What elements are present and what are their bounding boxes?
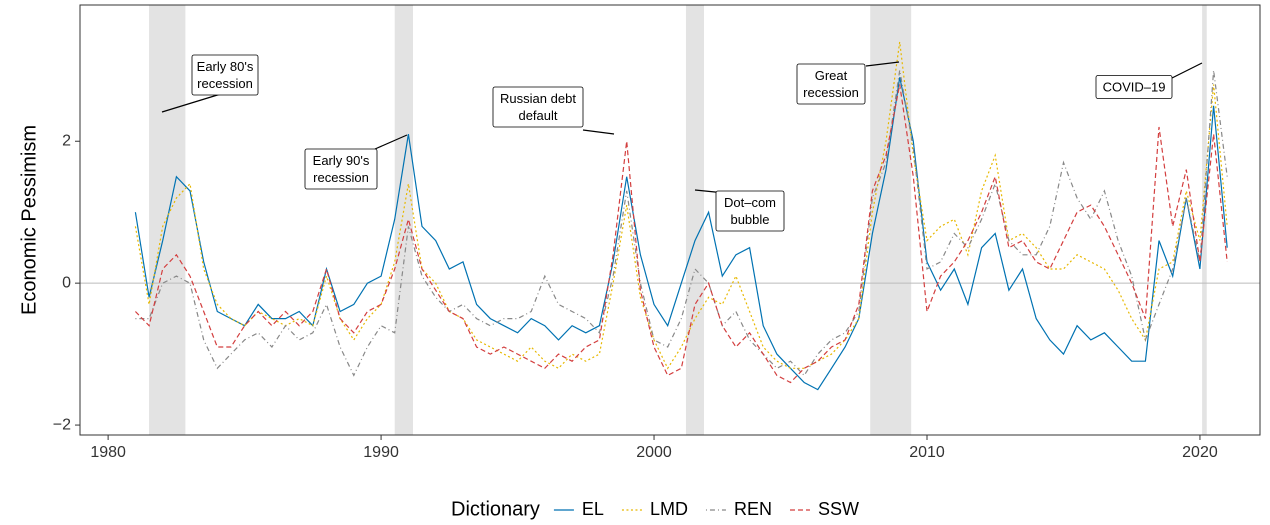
- annotation-text: Dot–com: [724, 195, 776, 210]
- annotation-box: [796, 63, 866, 105]
- series-line: [134, 84, 1228, 384]
- annotation-leader: [374, 134, 408, 150]
- recession-band: [870, 5, 912, 435]
- annotation-text: COVID–19: [1103, 79, 1166, 94]
- annotation: Early 80's recession: [161, 54, 259, 113]
- annotation-text: Early 80's: [197, 59, 254, 74]
- annotation-leader: [161, 92, 225, 113]
- y-tick-label: 2: [62, 132, 71, 149]
- annotation-leader: [1171, 62, 1203, 79]
- annotation-box: [1095, 75, 1173, 99]
- legend-label: LMD: [650, 499, 688, 519]
- y-tick-label: 0: [62, 274, 71, 291]
- series-line: [134, 77, 1228, 391]
- annotation-text: recession: [803, 85, 859, 100]
- x-tick-label: 2000: [636, 444, 672, 461]
- annotation: Dot–com bubble: [694, 189, 785, 232]
- annotation-leader: [865, 61, 900, 67]
- y-tick-label: −2: [53, 416, 71, 433]
- annotation-text: recession: [197, 76, 253, 91]
- annotation: Great recession: [796, 61, 900, 105]
- annotation-box: [304, 148, 378, 190]
- annotation-text: Russian debt: [500, 91, 576, 106]
- annotation-text: bubble: [730, 212, 769, 227]
- annotation-box: [715, 190, 785, 232]
- annotation-text: recession: [313, 170, 369, 185]
- annotation-leader: [582, 129, 615, 135]
- annotation: Russian debt default: [492, 86, 615, 135]
- recession-band: [685, 5, 704, 435]
- panel-border: [79, 4, 1261, 436]
- annotation: COVID–19: [1095, 62, 1203, 99]
- legend-title: Dictionary: [451, 498, 540, 520]
- recession-band: [394, 5, 414, 435]
- y-axis-label: Economic Pessimism: [18, 125, 40, 315]
- series-line: [135, 70, 1228, 377]
- x-tick-label: 2010: [909, 444, 945, 461]
- annotation-text: Great: [815, 68, 848, 83]
- legend-label: REN: [734, 499, 772, 519]
- annotation-text: default: [518, 108, 557, 123]
- annotation-box: [492, 86, 584, 128]
- x-tick-label: 2020: [1182, 444, 1218, 461]
- legend-label: EL: [582, 499, 604, 519]
- annotation: Early 90's recession: [304, 134, 408, 190]
- annotation-box: [191, 54, 259, 96]
- series-line: [134, 41, 1228, 370]
- legend-label: SSW: [818, 499, 859, 519]
- annotation-text: Early 90's: [313, 153, 370, 168]
- x-tick-label: 1990: [363, 444, 399, 461]
- x-tick-label: 1980: [90, 444, 126, 461]
